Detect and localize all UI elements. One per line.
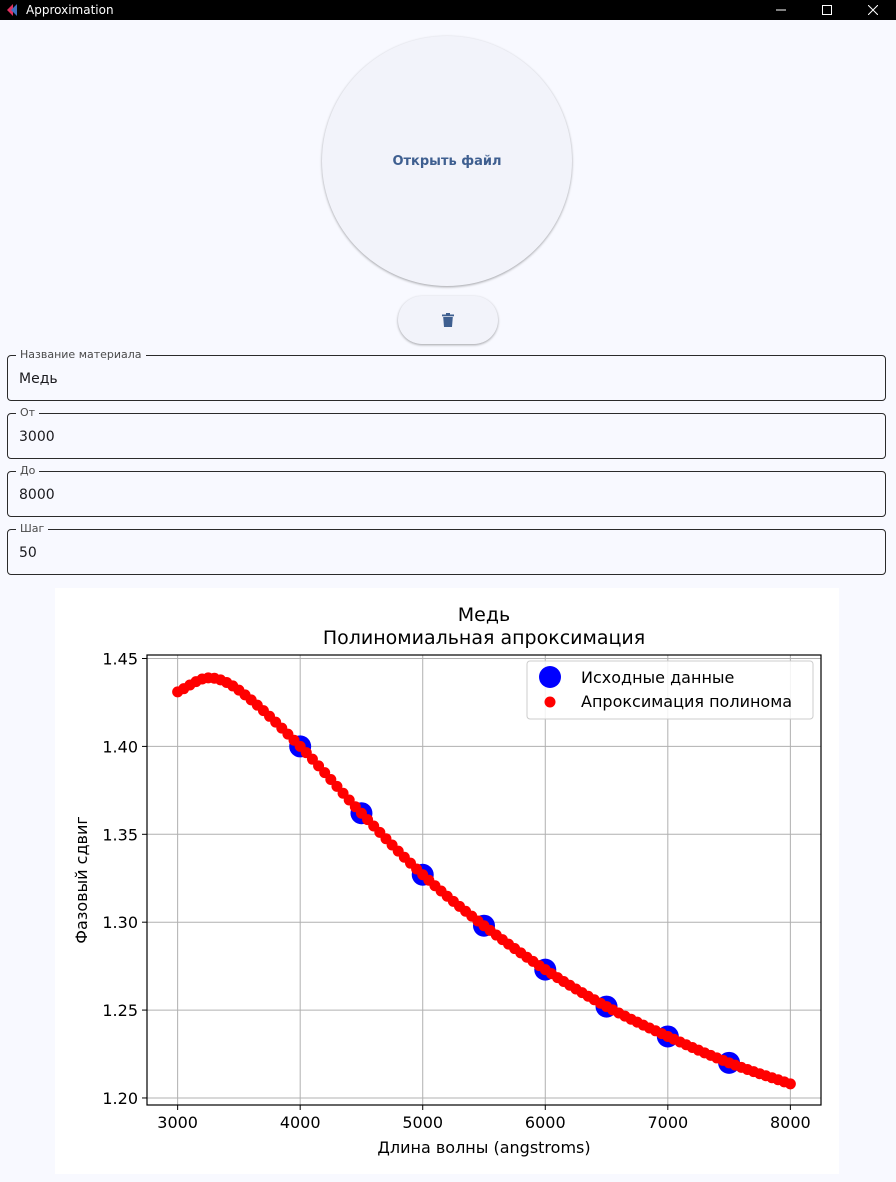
from-label: От: [16, 406, 40, 420]
minimize-icon: [776, 9, 786, 11]
legend-source-marker: [539, 666, 561, 688]
x-tick-label: 5000: [402, 1113, 443, 1132]
close-button[interactable]: [850, 0, 896, 20]
y-tick-label: 1.25: [102, 1001, 138, 1020]
source-series: [289, 735, 741, 1074]
minimize-button[interactable]: [758, 0, 804, 20]
x-tick-label: 8000: [770, 1113, 811, 1132]
plot-frame: [146, 654, 822, 1106]
legend-approx-label: Апроксимация полинома: [581, 692, 792, 711]
y-tick-label: 1.45: [102, 650, 138, 669]
chart-svg: Медь Полиномиальная апроксимация 3000 400…: [72, 604, 822, 1157]
y-tick-label: 1.40: [102, 737, 138, 756]
to-value[interactable]: 8000: [19, 487, 55, 503]
material-name-label: Название материала: [16, 348, 146, 362]
material-name-field[interactable]: Название материала Медь: [7, 348, 886, 401]
open-file-button[interactable]: Открыть файл: [322, 36, 572, 286]
y-tick-label: 1.35: [102, 825, 138, 844]
close-icon: [868, 5, 878, 15]
step-field[interactable]: Шаг 50: [7, 522, 886, 575]
approx-point: [784, 1078, 796, 1090]
maximize-icon: [822, 5, 832, 15]
x-axis-label: Длина волны (angstroms): [377, 1138, 590, 1157]
to-field[interactable]: До 8000: [7, 464, 886, 517]
app-icon: [6, 3, 20, 17]
legend: Исходные данные Апроксимация полинома: [526, 660, 814, 720]
step-value[interactable]: 50: [19, 545, 37, 561]
maximize-button[interactable]: [804, 0, 850, 20]
x-tick-label: 3000: [157, 1113, 198, 1132]
approx-series: [172, 672, 796, 1090]
legend-approx-marker: [544, 696, 556, 708]
window-controls: [758, 0, 896, 20]
to-label: До: [16, 464, 40, 478]
chart-image: Медь Полиномиальная апроксимация 3000 400…: [55, 588, 839, 1174]
chart-subtitle: Полиномиальная апроксимация: [323, 627, 645, 649]
trash-icon: [442, 313, 454, 327]
from-value[interactable]: 3000: [19, 429, 55, 445]
window-title: Approximation: [26, 3, 114, 17]
chart-title: Медь: [458, 604, 510, 626]
delete-button[interactable]: [398, 296, 498, 344]
legend-source-label: Исходные данные: [581, 668, 734, 687]
chart-grid: [147, 655, 821, 1105]
chart-ticks: 3000 4000 5000 6000 7000 8000 1.20 1.25 1.30 1.35…: [102, 650, 810, 1132]
y-tick-label: 1.20: [102, 1089, 138, 1108]
x-tick-label: 6000: [525, 1113, 566, 1132]
y-tick-label: 1.30: [102, 913, 138, 932]
legend-box: [526, 660, 814, 720]
from-field[interactable]: От 3000: [7, 406, 886, 459]
x-tick-label: 7000: [647, 1113, 688, 1132]
y-axis-label: Фазовый сдвиг: [72, 816, 91, 944]
x-tick-label: 4000: [280, 1113, 321, 1132]
step-label: Шаг: [16, 522, 49, 536]
open-file-label: Открыть файл: [392, 153, 502, 169]
title-bar: Approximation: [0, 0, 896, 20]
material-name-value[interactable]: Медь: [19, 371, 58, 387]
